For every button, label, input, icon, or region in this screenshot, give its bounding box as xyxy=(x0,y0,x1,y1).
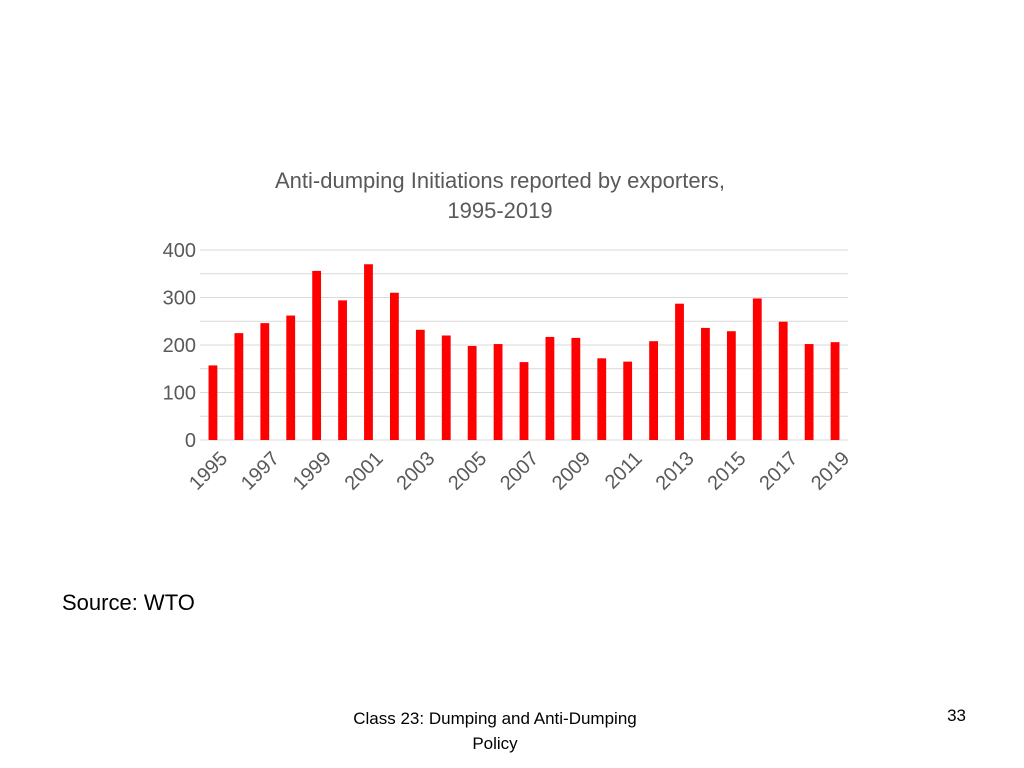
bar-2013 xyxy=(675,303,684,440)
x-tick-label: 2001 xyxy=(341,448,388,495)
y-tick-label: 400 xyxy=(163,240,196,262)
chart-title: Anti-dumping Initiations reported by exp… xyxy=(200,166,800,226)
x-tick-label: 2017 xyxy=(755,448,802,495)
x-tick-label: 2013 xyxy=(652,448,699,495)
bar-2018 xyxy=(804,344,814,440)
bar-2012 xyxy=(649,341,659,440)
x-tick-label: 2019 xyxy=(807,448,854,495)
bar-2003 xyxy=(415,329,425,440)
bar-1999 xyxy=(312,270,322,440)
x-tick-label: 2007 xyxy=(496,448,543,495)
chart-title-line2: 1995-2019 xyxy=(447,198,553,223)
y-tick-label: 300 xyxy=(163,288,196,310)
bar-2002 xyxy=(389,292,399,440)
bar-1995 xyxy=(208,365,218,440)
bar-2017 xyxy=(778,321,788,440)
chart-title-line1: Anti-dumping Initiations reported by exp… xyxy=(274,168,725,193)
bar-2019 xyxy=(830,342,840,440)
bar-2015 xyxy=(726,331,736,440)
bar-2005 xyxy=(467,345,477,440)
x-tick-label: 2005 xyxy=(444,448,491,495)
source-note: Source: WTO xyxy=(62,590,195,615)
x-tick-label: 2003 xyxy=(392,448,439,495)
y-tick-label: 100 xyxy=(163,383,196,405)
y-tick-label: 200 xyxy=(163,335,196,357)
bar-2010 xyxy=(597,358,607,440)
footer-title-line2: Policy xyxy=(472,734,518,753)
bar-2014 xyxy=(701,327,710,440)
bar-2000 xyxy=(338,300,347,440)
x-tick-label: 2015 xyxy=(703,448,750,495)
bar-1996 xyxy=(234,333,244,440)
bar-2011 xyxy=(623,361,633,440)
bar-2001 xyxy=(364,264,373,440)
footer-title: Class 23: Dumping and Anti-Dumping Polic… xyxy=(320,706,670,756)
bar-1998 xyxy=(286,315,296,440)
bar-2009 xyxy=(571,337,581,440)
x-tick-label: 1999 xyxy=(289,448,336,495)
x-tick-label: 2009 xyxy=(548,448,595,495)
bar-2016 xyxy=(752,298,762,440)
bar-2007 xyxy=(519,362,529,440)
footer-title-line1: Class 23: Dumping and Anti-Dumping xyxy=(353,709,637,728)
x-tick-label: 1997 xyxy=(237,448,284,495)
bar-2006 xyxy=(493,344,503,440)
bar-2008 xyxy=(545,336,555,440)
y-tick-label: 0 xyxy=(185,430,196,452)
bar-1997 xyxy=(260,323,270,440)
x-tick-label: 2011 xyxy=(601,448,647,494)
bar-2004 xyxy=(441,335,451,440)
slide-number: 33 xyxy=(947,706,966,725)
x-tick-label: 1995 xyxy=(185,448,232,495)
